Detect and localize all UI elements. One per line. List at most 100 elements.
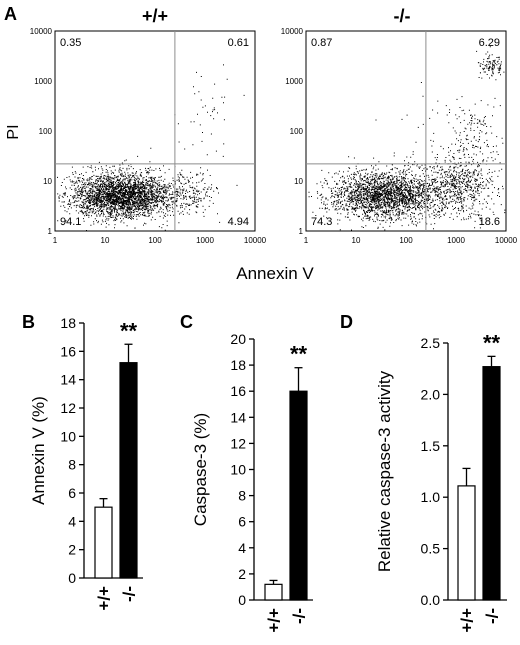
- y-axis-ticks: [249, 338, 254, 601]
- quadrant-lower-left-value: 94.1: [60, 216, 81, 228]
- x-tick-labels: 1 10 100 1000 10000: [304, 236, 518, 245]
- y-tick-label: 2: [238, 566, 246, 582]
- x-tick-label: 1: [304, 236, 309, 245]
- y-tick-label: 1: [299, 227, 304, 236]
- scatter-point-cloud: [57, 64, 245, 232]
- flow-plot-knockout-title: -/-: [394, 6, 411, 26]
- y-tick-label: 100: [290, 127, 304, 136]
- y-tick-label: 1.5: [421, 438, 441, 454]
- y-tick-label: 1000: [34, 77, 52, 86]
- scatter-points: [308, 46, 506, 231]
- x-tick-label: 1: [53, 236, 58, 245]
- y-tick-label: 12: [60, 400, 76, 416]
- y-tick-label: 4: [68, 513, 76, 529]
- y-tick-label: 16: [230, 383, 246, 399]
- bar-chart-y-axis-label: Annexin V (%): [29, 396, 48, 505]
- panel-label-b: B: [22, 312, 35, 332]
- bar-chart-y-axis-label: Relative caspase-3 activity: [375, 370, 394, 572]
- x-category-labels: +/+ -/-: [458, 608, 502, 633]
- x-tick-labels: 1 10 100 1000 10000: [53, 236, 267, 245]
- y-tick-label: 10: [294, 177, 303, 186]
- panel-label-c: C: [180, 312, 193, 332]
- significance-marker: **: [290, 342, 308, 367]
- category-label: -/-: [290, 608, 309, 624]
- y-tick-label: 6: [238, 514, 246, 530]
- category-label: +/+: [95, 586, 114, 611]
- flow-x-axis-label: Annexin V: [236, 264, 314, 283]
- bar-chart-y-axis-label: Caspase-3 (%): [191, 413, 210, 526]
- x-tick-label: 10: [101, 236, 110, 245]
- y-tick-label: 1000: [285, 77, 303, 86]
- significance-marker: **: [120, 318, 138, 343]
- flow-plot-wildtype-title: +/+: [142, 6, 168, 26]
- y-tick-label: 2: [68, 542, 76, 558]
- y-tick-label: 4: [238, 540, 246, 556]
- y-tick-label: 18: [230, 357, 246, 373]
- plot-frame: [54, 30, 256, 232]
- scatter-point-cloud: [308, 46, 506, 231]
- y-tick-label: 10: [60, 428, 76, 444]
- y-tick-label: 1.0: [421, 489, 441, 505]
- scatter-points: [57, 64, 245, 232]
- y-axis-ticks: [79, 322, 84, 579]
- quadrant-upper-left-value: 0.87: [311, 37, 332, 49]
- category-label: +/+: [458, 608, 477, 633]
- significance-marker: **: [483, 330, 501, 355]
- y-tick-labels: 0 2 4 6 8 10 12 14 16 18 20: [230, 331, 246, 608]
- panel-label-d: D: [340, 312, 353, 332]
- x-category-labels: +/+ -/-: [265, 608, 309, 633]
- quadrant-upper-left-value: 0.35: [60, 37, 81, 49]
- y-tick-label: 10: [230, 462, 246, 478]
- bar: [457, 485, 476, 601]
- bars: [94, 343, 138, 579]
- x-category-labels: +/+ -/-: [95, 586, 139, 611]
- y-tick-label: 10000: [281, 27, 304, 36]
- bar-chart-caspase: Caspase-3 (%) 0 2 4 6 8 10 12 14 16 18 2…: [191, 331, 313, 633]
- quadrant-lower-left-value: 74.3: [311, 216, 332, 228]
- y-tick-label: 20: [230, 331, 246, 347]
- y-tick-labels: 0 2 4 6 8 10 12 14 16 18: [60, 315, 76, 586]
- quadrant-upper-right-value: 0.61: [228, 37, 249, 49]
- y-tick-label: 2.5: [421, 335, 441, 351]
- quadrant-upper-right-value: 6.29: [479, 37, 500, 49]
- bar-chart-annexin: Annexin V (%) 0 2 4 6 8 10 12 14 16 18 +…: [29, 315, 143, 611]
- y-tick-label: 18: [60, 315, 76, 331]
- x-tick-label: 1000: [447, 236, 465, 245]
- y-tick-label: 0: [68, 570, 76, 586]
- y-tick-labels: 0.0 0.5 1.0 1.5 2.0 2.5: [421, 335, 441, 608]
- x-tick-label: 100: [399, 236, 413, 245]
- bars: [264, 367, 308, 601]
- y-tick-label: 10: [43, 177, 52, 186]
- y-tick-labels: 1 10 100 1000 10000: [281, 27, 304, 236]
- flow-y-axis-label: PI: [5, 124, 22, 139]
- y-tick-labels: 1 10 100 1000 10000: [30, 27, 53, 236]
- y-tick-label: 8: [68, 457, 76, 473]
- x-tick-label: 10: [352, 236, 361, 245]
- x-tick-label: 10000: [495, 236, 518, 245]
- bar-chart-caspase-activity: Relative caspase-3 activity 0.0 0.5 1.0 …: [375, 330, 507, 633]
- y-axis-ticks: [443, 342, 448, 601]
- quadrant-lower-right-value: 4.94: [228, 216, 249, 228]
- flow-plot-knockout: -/- 1 10 100 1000 10000 1 10 100 1000 10…: [281, 6, 518, 245]
- y-tick-label: 8: [238, 488, 246, 504]
- x-tick-label: 100: [148, 236, 162, 245]
- y-tick-label: 12: [230, 435, 246, 451]
- y-tick-label: 1: [48, 227, 53, 236]
- y-tick-label: 14: [230, 409, 246, 425]
- y-tick-label: 2.0: [421, 386, 441, 402]
- y-tick-label: 10000: [30, 27, 53, 36]
- bar: [264, 583, 283, 601]
- x-tick-label: 1000: [196, 236, 214, 245]
- y-tick-label: 0: [238, 592, 246, 608]
- quadrant-lower-right-value: 18.6: [479, 216, 500, 228]
- bar: [119, 362, 138, 579]
- y-tick-label: 0.5: [421, 541, 441, 557]
- bar: [94, 506, 113, 579]
- y-tick-label: 6: [68, 485, 76, 501]
- flow-plot-wildtype: +/+ 1 10 100 1000 10000 1 10 100 1000 10…: [30, 6, 267, 245]
- panel-label-a: A: [4, 4, 17, 24]
- bars: [457, 355, 501, 601]
- bar: [482, 366, 501, 601]
- y-tick-label: 0.0: [421, 592, 441, 608]
